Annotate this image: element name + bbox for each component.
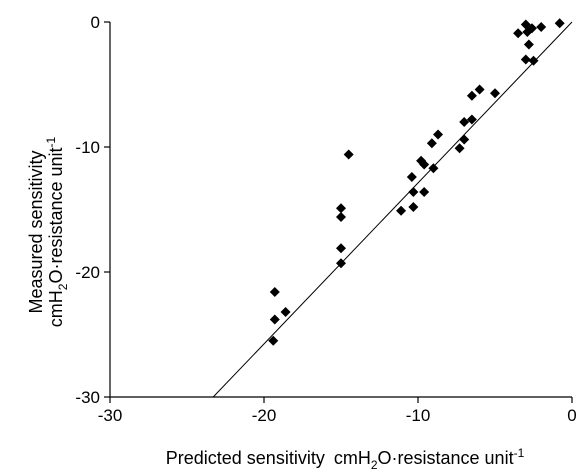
x-tick-label: -10 [406,406,431,425]
x-unit-prefix: cmH [334,448,371,468]
y-unit-superscript: -1 [44,136,58,147]
data-point [490,88,500,99]
y-tick-label: -10 [75,138,100,157]
data-point [419,187,430,197]
data-point [268,335,279,346]
data-point [408,187,419,197]
y-tick-label: -30 [75,388,100,407]
data-point [269,287,280,297]
y-axis: -30 -20 -10 0 [75,13,111,407]
x-axis: -30 -20 -10 0 [98,396,577,425]
y-tick-label: -20 [75,263,100,282]
x-unit-mid: O·resistance unit [378,448,514,468]
x-unit-superscript: -1 [514,446,525,460]
data-point [336,212,346,222]
data-point [522,27,533,37]
x-tick-label: 0 [567,406,576,425]
data-point [426,138,437,149]
y-axis-unit-label: cmH2O·resistance unit-1 [44,136,70,327]
data-point [459,117,470,127]
data-point [520,54,531,65]
x-label-main: Predicted sensitivity [166,448,325,468]
data-point [396,205,407,216]
y-unit-mid: O·resistance unit [46,147,66,283]
y-unit-subscript: 2 [56,283,70,290]
data-point [406,172,417,182]
regression-line [212,21,573,398]
data-point [343,149,354,160]
data-points [268,18,565,346]
data-point [459,134,470,145]
data-point [554,18,565,29]
data-point [520,19,531,30]
data-point [523,39,534,50]
data-point [513,28,524,39]
data-point [433,129,444,140]
x-axis-label: Predicted sensitivity cmH2O·resistance un… [166,446,525,472]
data-point [428,163,439,174]
data-point [528,55,539,66]
x-unit-subscript: 2 [371,458,378,472]
data-point [536,22,547,32]
data-point [269,314,280,325]
data-point [336,258,346,269]
data-point [416,155,427,166]
data-point [454,143,465,154]
data-point [336,243,346,254]
y-axis-label: Measured sensitivity [26,150,46,313]
data-point [408,202,419,212]
y-unit-prefix: cmH [46,290,66,327]
x-tick-label: -20 [252,406,277,425]
x-tick-label: -30 [98,406,123,425]
fit-line-layer [212,21,573,398]
data-point [474,84,485,95]
y-tick-label: 0 [91,13,100,32]
data-point [336,203,346,214]
data-point [280,307,291,317]
data-point [466,114,477,125]
data-point [466,90,477,101]
